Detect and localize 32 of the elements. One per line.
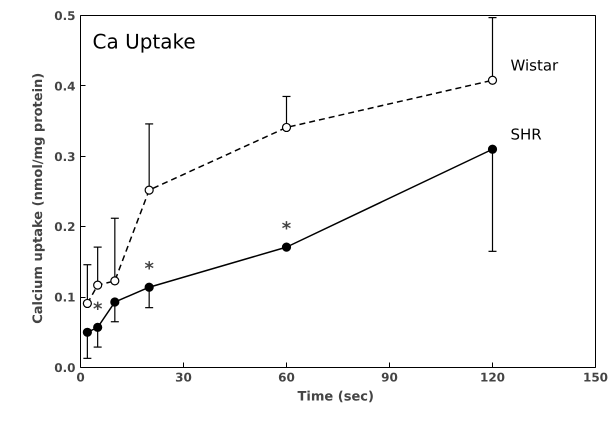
x-tick-label: 30 [175,370,192,384]
point [93,322,102,332]
text: Ca Uptake [92,30,196,54]
point [282,242,292,252]
x-tick-label: 60 [278,370,295,384]
x-tick-label: 150 [582,370,608,384]
y-tick-label: 0.0 [54,361,76,375]
y-axis-title: Calcium uptake (nmol/mg protein) [31,72,46,324]
series-label: Wistar [510,56,560,74]
y-tick-label: 0.1 [54,290,76,305]
point [488,144,498,154]
annotation: * [144,258,154,280]
y-tick-label: 0.3 [54,150,76,164]
point [82,328,92,337]
point [82,298,92,308]
annotation: * [282,218,292,240]
point [93,280,102,290]
x-tick-label: 0 [76,370,85,384]
x-tick-label: 120 [480,370,506,384]
point [144,282,154,292]
point [282,122,292,132]
x-tick-label: 90 [381,370,398,384]
x-axis-title: Time (sec) [298,390,374,404]
series-label: SHR [510,125,542,144]
point [110,297,120,307]
annotation: * [92,298,103,320]
point [144,186,154,195]
y-tick-label: 0.2 [54,220,76,234]
y-tick-label: 0.5 [54,9,76,23]
point [488,76,498,85]
point [110,276,120,286]
y-tick-label: 0.4 [54,79,76,94]
